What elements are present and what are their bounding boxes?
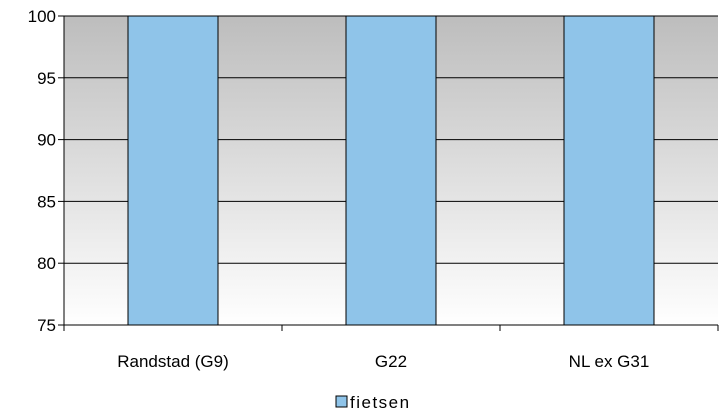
x-tick-label: NL ex G31 [569, 352, 650, 371]
x-tick-label: G22 [375, 352, 407, 371]
legend: fietsen [335, 393, 411, 412]
y-tick-label: 75 [37, 316, 56, 335]
x-tick-label: Randstad (G9) [117, 352, 229, 371]
y-tick-label: 90 [37, 131, 56, 150]
axes [63, 16, 719, 331]
legend-label-fietsen: fietsen [350, 393, 411, 412]
y-tick-label: 95 [37, 69, 56, 88]
y-tick-label: 85 [37, 192, 56, 211]
y-tick-label: 80 [37, 254, 56, 273]
bar-1 [345, 15, 437, 326]
bar-2 [563, 15, 655, 326]
x-tick-labels: Randstad (G9) G22 NL ex G31 [117, 352, 649, 371]
y-tick-label: 100 [28, 7, 56, 26]
y-tick-labels: 75 80 85 90 95 100 [28, 7, 56, 335]
legend-swatch-fietsen [335, 395, 348, 408]
bar-0 [127, 15, 219, 326]
bars [127, 15, 655, 326]
